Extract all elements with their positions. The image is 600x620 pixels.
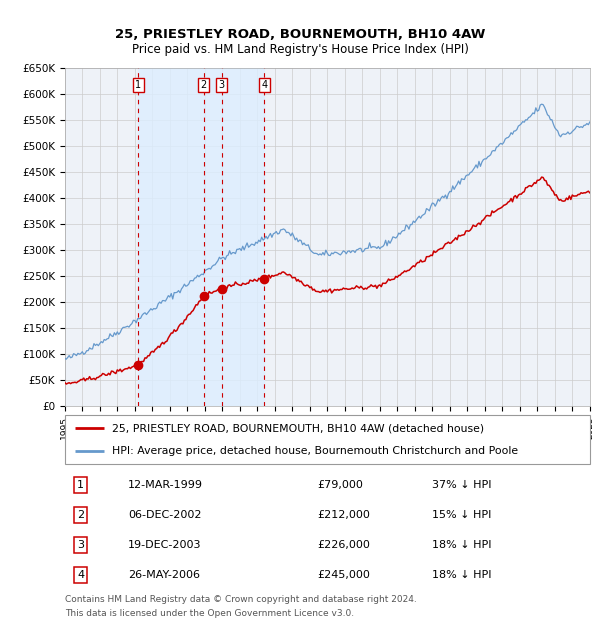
Text: Price paid vs. HM Land Registry's House Price Index (HPI): Price paid vs. HM Land Registry's House … [131, 43, 469, 56]
Text: 15% ↓ HPI: 15% ↓ HPI [432, 510, 491, 520]
Text: £79,000: £79,000 [317, 480, 362, 490]
Text: 3: 3 [77, 540, 84, 550]
Text: 4: 4 [261, 80, 268, 90]
Text: Contains HM Land Registry data © Crown copyright and database right 2024.: Contains HM Land Registry data © Crown c… [65, 595, 416, 604]
Text: 25, PRIESTLEY ROAD, BOURNEMOUTH, BH10 4AW (detached house): 25, PRIESTLEY ROAD, BOURNEMOUTH, BH10 4A… [112, 423, 484, 433]
Text: 12-MAR-1999: 12-MAR-1999 [128, 480, 203, 490]
Text: 25, PRIESTLEY ROAD, BOURNEMOUTH, BH10 4AW: 25, PRIESTLEY ROAD, BOURNEMOUTH, BH10 4A… [115, 28, 485, 41]
Text: 4: 4 [77, 570, 84, 580]
Text: 2: 2 [77, 510, 84, 520]
Text: 2: 2 [200, 80, 207, 90]
FancyBboxPatch shape [65, 415, 590, 464]
Text: £226,000: £226,000 [317, 540, 370, 550]
Text: 37% ↓ HPI: 37% ↓ HPI [432, 480, 492, 490]
Text: This data is licensed under the Open Government Licence v3.0.: This data is licensed under the Open Gov… [65, 609, 354, 618]
Text: 18% ↓ HPI: 18% ↓ HPI [432, 570, 492, 580]
Text: £212,000: £212,000 [317, 510, 370, 520]
Bar [138, 68, 265, 406]
Text: 19-DEC-2003: 19-DEC-2003 [128, 540, 202, 550]
Text: 1: 1 [77, 480, 84, 490]
Text: HPI: Average price, detached house, Bournemouth Christchurch and Poole: HPI: Average price, detached house, Bour… [112, 446, 518, 456]
Text: £245,000: £245,000 [317, 570, 370, 580]
Text: 3: 3 [218, 80, 224, 90]
Text: 18% ↓ HPI: 18% ↓ HPI [432, 540, 492, 550]
Text: 26-MAY-2006: 26-MAY-2006 [128, 570, 200, 580]
Text: 06-DEC-2002: 06-DEC-2002 [128, 510, 202, 520]
Text: 1: 1 [135, 80, 141, 90]
